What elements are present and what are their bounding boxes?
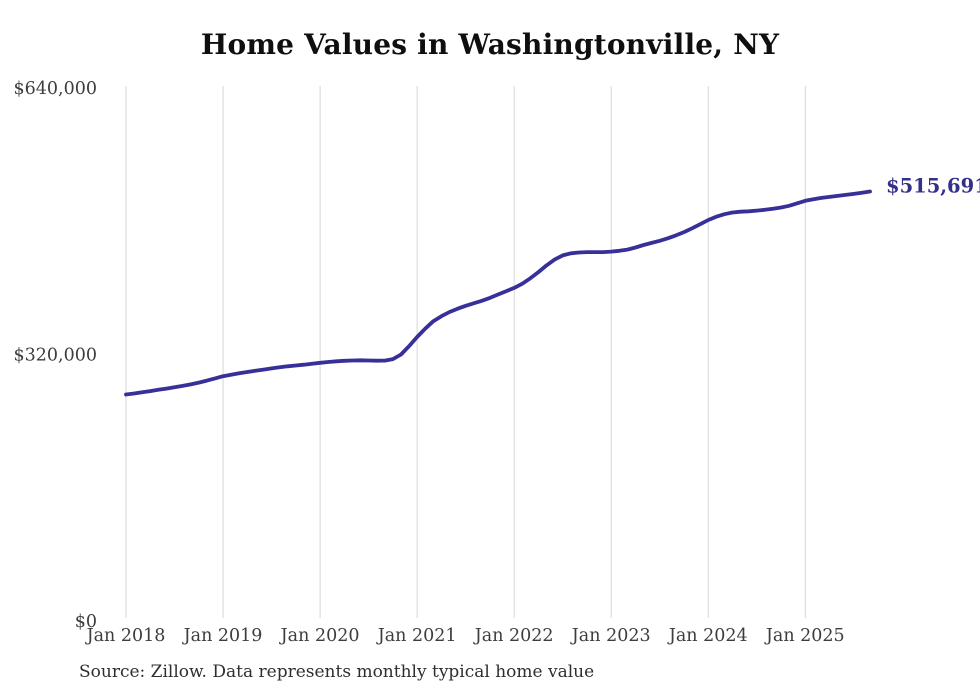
x-axis-tick-label: Jan 2019	[182, 626, 263, 646]
home-value-line	[124, 189, 872, 397]
x-axis-tick-label: Jan 2018	[85, 626, 166, 646]
x-axis-tick-label: Jan 2025	[764, 626, 845, 646]
x-axis-tick-label: Jan 2022	[473, 626, 554, 646]
x-axis-tick-label: Jan 2023	[570, 626, 651, 646]
y-axis-tick-label: $0	[75, 612, 97, 632]
x-axis-tick-label: Jan 2021	[376, 626, 457, 646]
x-axis-tick-label: Jan 2024	[667, 626, 748, 646]
y-axis-tick-label: $320,000	[13, 346, 97, 366]
x-axis-tick-label: Jan 2020	[279, 626, 360, 646]
source-note: Source: Zillow. Data represents monthly …	[79, 662, 595, 682]
end-value-label: $515,691	[886, 175, 980, 198]
chart-title: Home Values in Washingtonville, NY	[200, 28, 780, 61]
y-axis-tick-label: $640,000	[13, 79, 97, 99]
